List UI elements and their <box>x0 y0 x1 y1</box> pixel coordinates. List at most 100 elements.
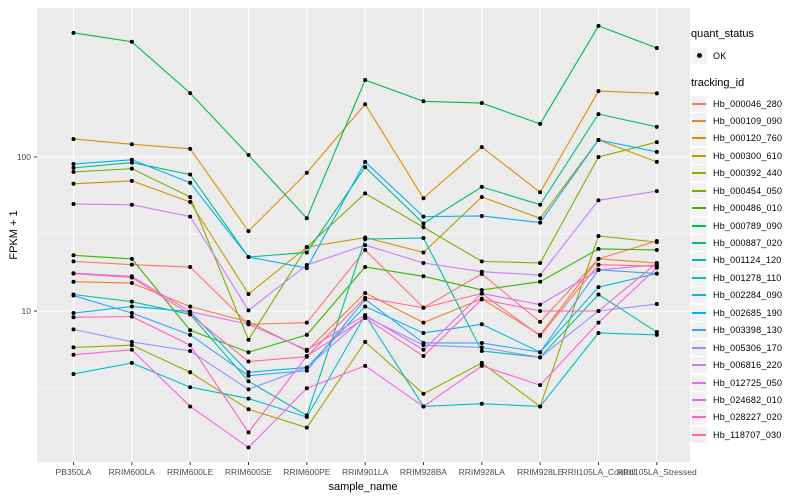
data-point <box>538 260 543 265</box>
legend-key <box>691 391 707 408</box>
data-point <box>71 293 76 298</box>
legend-line-icon <box>692 346 706 349</box>
panel-background <box>37 8 690 462</box>
legend-item: Hb_028227_020 <box>691 409 799 426</box>
data-point <box>654 247 659 252</box>
data-point <box>129 314 134 319</box>
data-point <box>479 401 484 406</box>
legend-title-tracking-id: tracking_id <box>691 77 745 89</box>
legend-item-label: Hb_118707_030 <box>713 429 782 440</box>
legend-key <box>691 112 707 129</box>
legend-key <box>691 426 707 443</box>
data-point <box>654 332 659 337</box>
data-point <box>596 23 601 28</box>
data-point <box>479 269 484 274</box>
data-point <box>538 404 543 409</box>
data-point <box>479 259 484 264</box>
legend-item: Hb_002284_090 <box>691 287 799 304</box>
data-point <box>71 136 76 141</box>
data-point <box>654 264 659 269</box>
data-point <box>363 78 368 83</box>
data-point <box>538 279 543 284</box>
x-tick-label: RRII105LA_Control <box>562 467 636 477</box>
x-tick-label: RRIM600LE <box>167 467 214 477</box>
legend-key-ok <box>691 47 707 64</box>
data-point <box>479 297 484 302</box>
data-point <box>363 295 368 300</box>
data-point <box>596 309 601 313</box>
data-point <box>363 313 368 318</box>
legend-key <box>691 235 707 251</box>
legend-line-icon <box>692 416 706 419</box>
x-tick-label: RRIM901LA <box>342 467 389 477</box>
data-point <box>129 275 134 280</box>
data-point <box>304 332 309 337</box>
data-point <box>304 216 309 221</box>
data-point <box>421 214 426 219</box>
legend-key <box>691 200 707 217</box>
data-point <box>304 414 309 419</box>
legend-item-label: Hb_001278_110 <box>713 272 782 283</box>
data-point <box>71 327 76 332</box>
legend-item: Hb_001124_120 <box>691 252 799 269</box>
data-point <box>129 142 134 147</box>
data-point <box>246 153 251 158</box>
data-point <box>479 213 484 218</box>
data-point <box>129 160 134 165</box>
data-point <box>246 308 251 313</box>
data-point <box>363 243 368 248</box>
data-point <box>596 137 601 142</box>
data-point <box>421 99 426 104</box>
legend-item-label: Hb_001124_120 <box>713 255 782 266</box>
data-point <box>421 305 426 310</box>
data-point <box>188 385 193 390</box>
data-point <box>421 250 426 255</box>
legend-key <box>691 409 707 426</box>
legend-item: Hb_000392_440 <box>691 165 799 182</box>
data-point <box>363 363 368 368</box>
data-point <box>479 345 484 350</box>
data-point <box>421 274 426 279</box>
x-tick-label: RRIM600PE <box>283 467 331 477</box>
data-point <box>479 287 484 292</box>
legend-title-quant-status: quant_status <box>691 28 754 40</box>
data-point <box>479 363 484 368</box>
legend-item: Hb_000046_280 <box>691 95 799 112</box>
data-point <box>479 322 484 327</box>
data-point <box>246 430 251 435</box>
data-point <box>129 280 134 285</box>
data-point <box>421 391 426 396</box>
legend-item: Hb_024682_010 <box>691 391 799 408</box>
data-point <box>71 352 76 357</box>
data-point <box>596 267 601 272</box>
data-point <box>304 365 309 370</box>
legend-line-icon <box>692 329 706 332</box>
data-point <box>129 311 134 316</box>
legend-key <box>691 165 707 182</box>
data-point <box>129 299 134 304</box>
data-point <box>71 345 76 350</box>
data-point <box>304 170 309 175</box>
data-point <box>304 250 309 255</box>
legend-line-icon <box>692 433 706 436</box>
data-point <box>188 348 193 353</box>
data-point <box>71 165 76 170</box>
x-axis-title: sample_name <box>328 481 398 493</box>
x-tick-label: RRIM600LA <box>109 467 156 477</box>
legend-line-icon <box>692 381 706 384</box>
legend-item: Hb_000120_760 <box>691 130 799 147</box>
legend-key <box>691 304 707 321</box>
data-point <box>304 347 309 352</box>
data-point <box>654 189 659 194</box>
data-point <box>304 354 309 359</box>
legend-item: Hb_002685_190 <box>691 304 799 321</box>
legend: quant_status OK tracking_id Hb_000046_28… <box>691 28 799 444</box>
data-point <box>246 350 251 355</box>
data-point <box>654 330 659 335</box>
data-point <box>421 260 426 265</box>
legend-key <box>691 147 707 164</box>
data-point <box>596 233 601 238</box>
data-point <box>363 316 368 321</box>
